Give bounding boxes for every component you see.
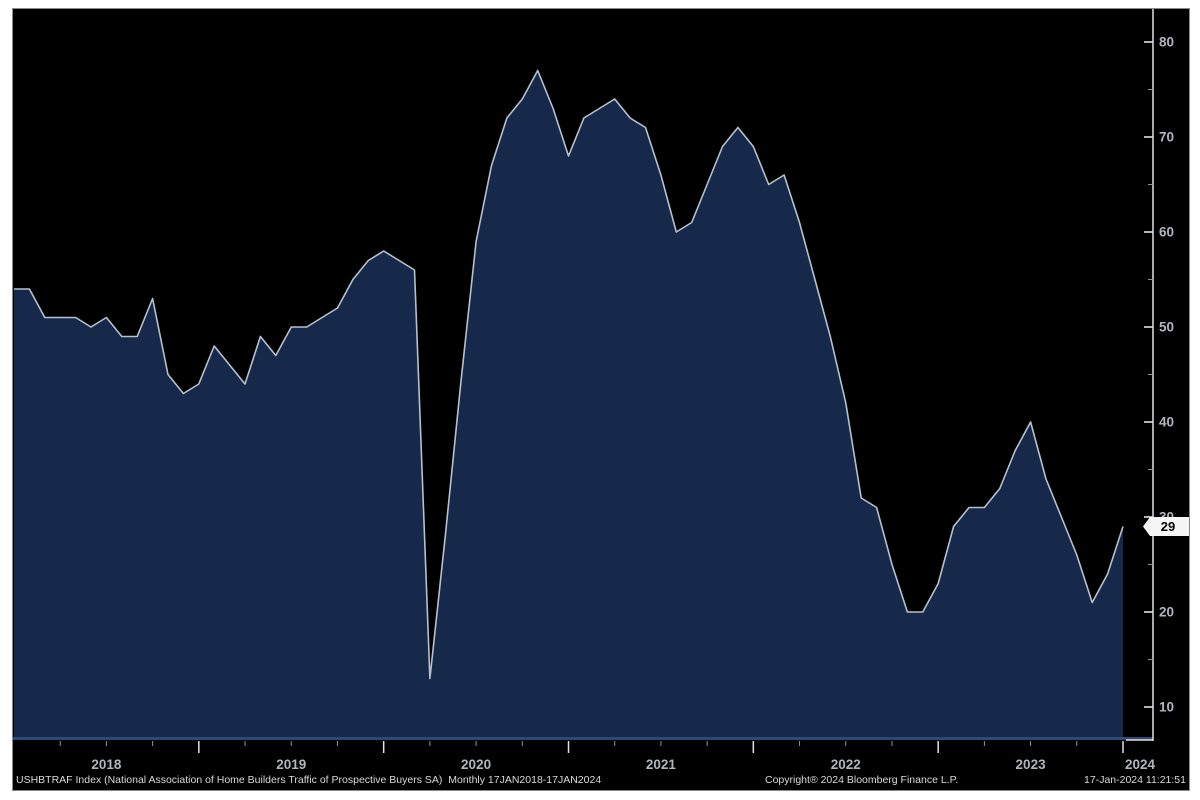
y-tick-label: 40 bbox=[1159, 415, 1174, 430]
y-tick-label: 20 bbox=[1159, 605, 1174, 620]
y-tick-label: 60 bbox=[1159, 225, 1174, 240]
security-description: USHBTRAF Index (National Association of … bbox=[16, 774, 602, 786]
price-line bbox=[14, 69, 1124, 680]
x-year-label: 2021 bbox=[646, 757, 677, 772]
x-year-label: 2020 bbox=[461, 757, 491, 772]
timestamp: 17-Jan-2024 11:21:51 bbox=[1084, 774, 1186, 786]
area-series-fill bbox=[14, 70, 1123, 740]
x-year-label: 2019 bbox=[276, 757, 306, 772]
x-year-label: 2024 bbox=[1125, 757, 1156, 772]
y-tick-label: 50 bbox=[1159, 320, 1174, 335]
last-value-badge-text: 29 bbox=[1161, 519, 1175, 534]
price-chart: 1020304050607080201820192020202120222023… bbox=[13, 9, 1189, 772]
y-tick-label: 70 bbox=[1159, 130, 1174, 145]
x-year-label: 2022 bbox=[831, 757, 861, 772]
y-tick-label: 80 bbox=[1159, 35, 1174, 50]
x-year-label: 2023 bbox=[1016, 757, 1047, 772]
bloomberg-chart-window: 1020304050607080201820192020202120222023… bbox=[12, 8, 1190, 791]
x-year-label: 2018 bbox=[91, 757, 122, 772]
chart-plot-area[interactable] bbox=[14, 9, 1153, 740]
y-tick-label: 10 bbox=[1159, 700, 1174, 715]
last-value-badge bbox=[1143, 517, 1189, 536]
copyright-notice: Copyright® 2024 Bloomberg Finance L.P. bbox=[765, 774, 959, 786]
